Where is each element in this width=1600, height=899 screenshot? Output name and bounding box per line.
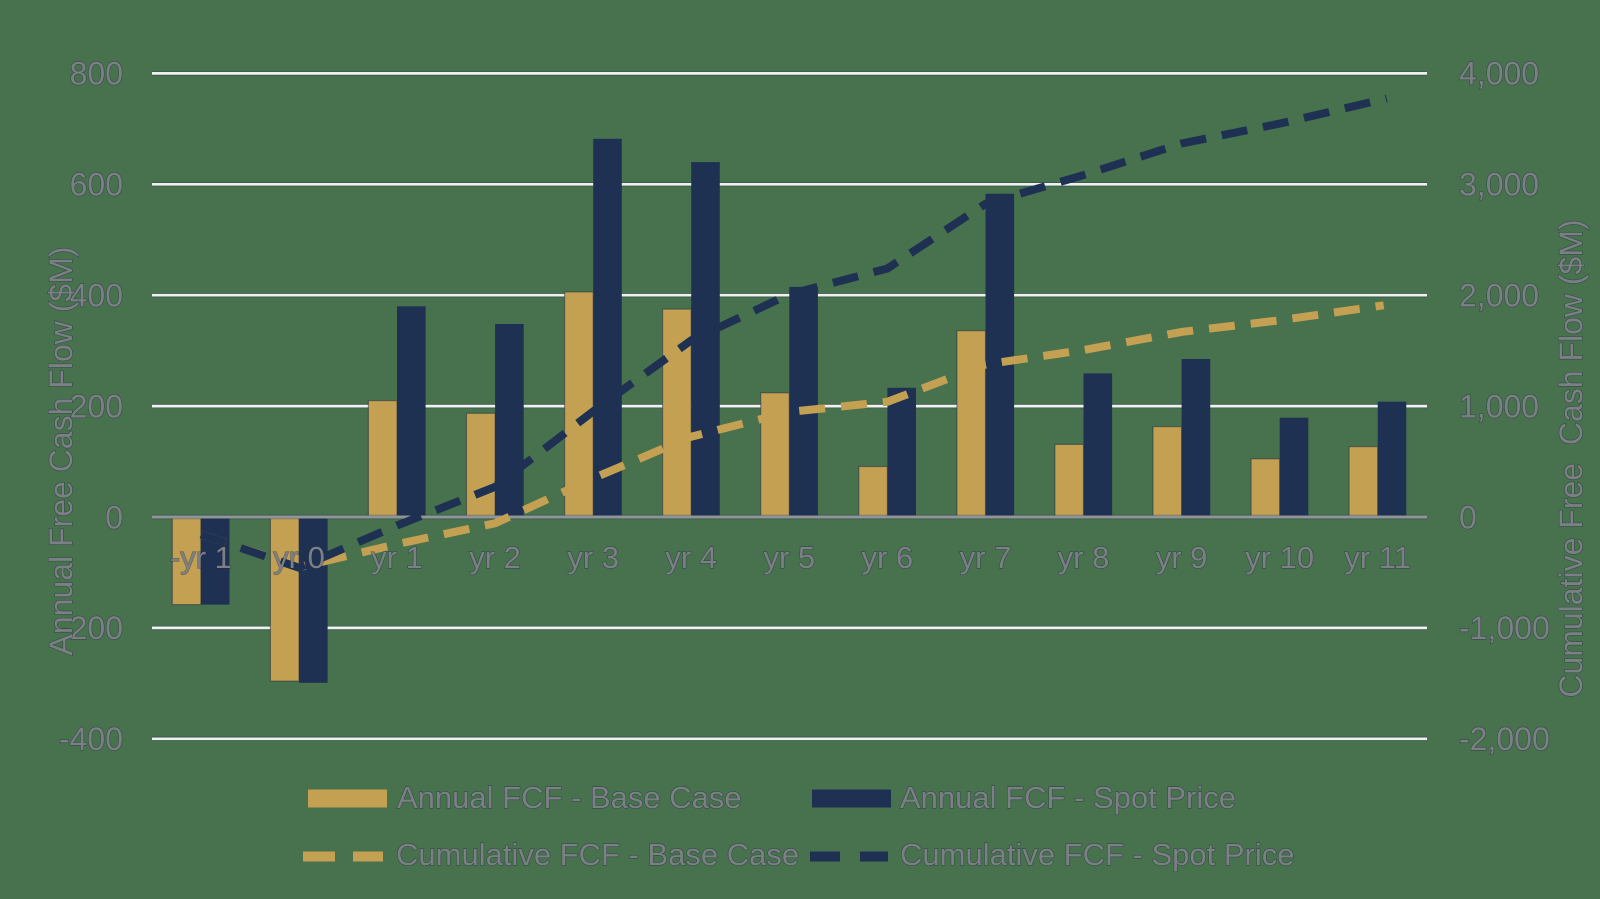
svg-text:Annual FCF - Spot Price: Annual FCF - Spot Price [900,780,1236,815]
svg-text:yr 5: yr 5 [763,540,815,575]
svg-text:Cumulative FCF - Base Case: Cumulative FCF - Base Case [396,837,799,872]
svg-text:0: 0 [1459,499,1477,535]
svg-text:2,000: 2,000 [1459,278,1539,314]
svg-text:3,000: 3,000 [1459,167,1539,203]
svg-text:-200: -200 [59,610,123,646]
svg-text:-yr 1: -yr 1 [170,540,232,575]
svg-text:yr 0: yr 0 [273,540,325,575]
svg-text:-1,000: -1,000 [1459,610,1550,646]
svg-text:600: 600 [70,167,123,203]
svg-text:800: 800 [70,56,123,92]
svg-text:4,000: 4,000 [1459,56,1539,92]
svg-text:yr 2: yr 2 [469,540,521,575]
svg-text:yr 6: yr 6 [862,540,914,575]
svg-text:-2,000: -2,000 [1459,721,1550,757]
svg-text:yr 11: yr 11 [1344,540,1411,575]
svg-text:yr 1: yr 1 [371,540,423,575]
svg-text:Annual FCF - Base Case: Annual FCF - Base Case [397,780,742,815]
svg-text:yr 8: yr 8 [1058,540,1110,575]
svg-text:Annual Free Cash Flow ($M): Annual Free Cash Flow ($M) [43,246,79,655]
svg-text:Cumulative FCF - Spot Price: Cumulative FCF - Spot Price [900,837,1295,872]
svg-text:0: 0 [105,499,123,535]
svg-text:yr 9: yr 9 [1156,540,1208,575]
svg-text:yr 3: yr 3 [567,540,619,575]
svg-text:yr 10: yr 10 [1245,540,1314,575]
svg-text:yr 4: yr 4 [665,540,717,575]
svg-text:1,000: 1,000 [1459,388,1539,424]
svg-text:yr 7: yr 7 [960,540,1012,575]
svg-text:400: 400 [70,278,123,314]
svg-text:Cumulative Free Cash Flow ($M: Cumulative Free Cash Flow ($M) [1553,219,1589,697]
svg-text:-400: -400 [59,721,123,757]
svg-text:200: 200 [70,388,123,424]
